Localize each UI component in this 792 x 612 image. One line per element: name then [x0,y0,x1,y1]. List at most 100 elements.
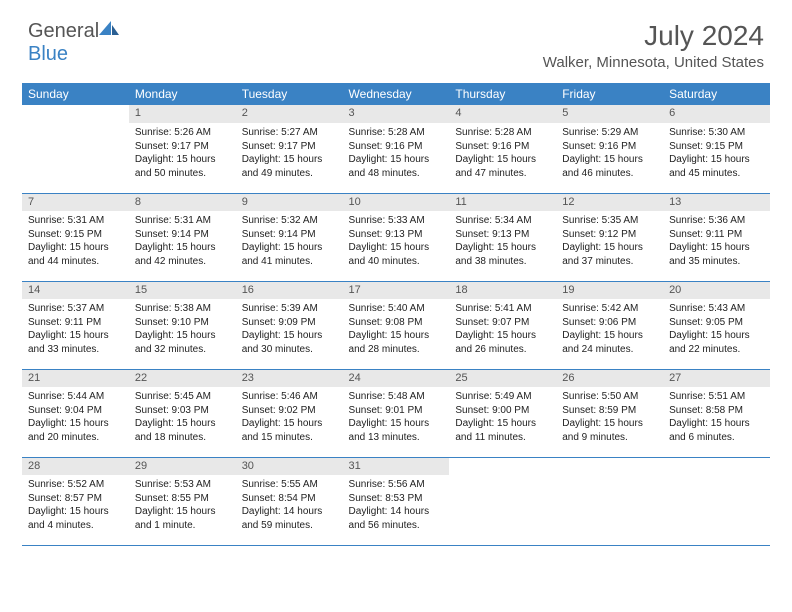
day-sr: Sunrise: 5:33 AM [349,214,444,228]
day-d1: Daylight: 15 hours [28,417,123,431]
day-content-cell: Sunrise: 5:48 AMSunset: 9:01 PMDaylight:… [343,387,450,457]
day-content-cell: Sunrise: 5:30 AMSunset: 9:15 PMDaylight:… [663,123,770,193]
day-ss: Sunset: 9:01 PM [349,404,444,418]
day-number-cell: 1 [129,105,236,123]
day-content-cell: Sunrise: 5:31 AMSunset: 9:14 PMDaylight:… [129,211,236,281]
day-sr: Sunrise: 5:32 AM [242,214,337,228]
day-number-cell: 24 [343,369,450,387]
day-sr: Sunrise: 5:34 AM [455,214,550,228]
day-content-cell: Sunrise: 5:27 AMSunset: 9:17 PMDaylight:… [236,123,343,193]
day-ss: Sunset: 9:16 PM [349,140,444,154]
day-number-cell: 2 [236,105,343,123]
day-d2: and 9 minutes. [562,431,657,445]
day-content-cell: Sunrise: 5:36 AMSunset: 9:11 PMDaylight:… [663,211,770,281]
day-number-cell: 29 [129,457,236,475]
day-number-cell: 8 [129,193,236,211]
day-ss: Sunset: 8:53 PM [349,492,444,506]
day-d2: and 42 minutes. [135,255,230,269]
day-ss: Sunset: 8:58 PM [669,404,764,418]
day-d1: Daylight: 15 hours [28,241,123,255]
day-d1: Daylight: 14 hours [349,505,444,519]
day-d1: Daylight: 15 hours [242,417,337,431]
day-d2: and 41 minutes. [242,255,337,269]
day-d2: and 32 minutes. [135,343,230,357]
day-content-cell: Sunrise: 5:26 AMSunset: 9:17 PMDaylight:… [129,123,236,193]
day-sr: Sunrise: 5:37 AM [28,302,123,316]
day-d1: Daylight: 15 hours [135,505,230,519]
day-d1: Daylight: 15 hours [669,153,764,167]
day-ss: Sunset: 9:13 PM [349,228,444,242]
day-content-cell: Sunrise: 5:40 AMSunset: 9:08 PMDaylight:… [343,299,450,369]
day-d2: and 45 minutes. [669,167,764,181]
day-sr: Sunrise: 5:44 AM [28,390,123,404]
title-block: July 2024 Walker, Minnesota, United Stat… [543,20,764,71]
logo-part2: Blue [28,43,68,65]
day-content-cell: Sunrise: 5:28 AMSunset: 9:16 PMDaylight:… [449,123,556,193]
logo-part1: General [28,20,99,42]
day-sr: Sunrise: 5:26 AM [135,126,230,140]
day-number-cell: 5 [556,105,663,123]
day-number-cell: 4 [449,105,556,123]
day-number-cell: 10 [343,193,450,211]
day-content-cell: Sunrise: 5:42 AMSunset: 9:06 PMDaylight:… [556,299,663,369]
day-ss: Sunset: 8:55 PM [135,492,230,506]
day-d1: Daylight: 14 hours [242,505,337,519]
dow-monday: Monday [129,83,236,105]
day-d1: Daylight: 15 hours [562,153,657,167]
day-number-cell: 17 [343,281,450,299]
day-d2: and 26 minutes. [455,343,550,357]
day-sr: Sunrise: 5:38 AM [135,302,230,316]
day-number-cell: 11 [449,193,556,211]
day-d2: and 59 minutes. [242,519,337,533]
day-ss: Sunset: 9:13 PM [455,228,550,242]
day-d1: Daylight: 15 hours [242,329,337,343]
day-number-cell: 30 [236,457,343,475]
day-content-cell [663,475,770,545]
day-content-cell: Sunrise: 5:29 AMSunset: 9:16 PMDaylight:… [556,123,663,193]
logo-sail-icon [99,20,121,43]
day-d2: and 35 minutes. [669,255,764,269]
day-d1: Daylight: 15 hours [135,329,230,343]
day-number-cell: 31 [343,457,450,475]
day-sr: Sunrise: 5:28 AM [349,126,444,140]
day-content-cell: Sunrise: 5:33 AMSunset: 9:13 PMDaylight:… [343,211,450,281]
day-d1: Daylight: 15 hours [455,241,550,255]
day-ss: Sunset: 9:08 PM [349,316,444,330]
dow-thursday: Thursday [449,83,556,105]
day-number-cell: 20 [663,281,770,299]
logo: GeneralBlue [28,20,121,66]
day-d1: Daylight: 15 hours [135,417,230,431]
day-number-cell [556,457,663,475]
day-number-cell: 19 [556,281,663,299]
day-sr: Sunrise: 5:51 AM [669,390,764,404]
day-d1: Daylight: 15 hours [135,153,230,167]
dow-friday: Friday [556,83,663,105]
day-number-cell: 6 [663,105,770,123]
location: Walker, Minnesota, United States [543,54,764,71]
content-row: Sunrise: 5:37 AMSunset: 9:11 PMDaylight:… [22,299,770,369]
day-sr: Sunrise: 5:52 AM [28,478,123,492]
day-number-cell: 7 [22,193,129,211]
day-number-cell: 15 [129,281,236,299]
day-d1: Daylight: 15 hours [669,329,764,343]
day-d2: and 15 minutes. [242,431,337,445]
day-d1: Daylight: 15 hours [349,417,444,431]
day-d2: and 22 minutes. [669,343,764,357]
day-content-cell: Sunrise: 5:31 AMSunset: 9:15 PMDaylight:… [22,211,129,281]
day-ss: Sunset: 8:54 PM [242,492,337,506]
day-content-cell: Sunrise: 5:49 AMSunset: 9:00 PMDaylight:… [449,387,556,457]
dow-tuesday: Tuesday [236,83,343,105]
day-sr: Sunrise: 5:27 AM [242,126,337,140]
day-d2: and 37 minutes. [562,255,657,269]
daynum-row: 78910111213 [22,193,770,211]
day-d1: Daylight: 15 hours [455,329,550,343]
day-d2: and 4 minutes. [28,519,123,533]
day-d1: Daylight: 15 hours [562,417,657,431]
day-content-cell: Sunrise: 5:38 AMSunset: 9:10 PMDaylight:… [129,299,236,369]
day-sr: Sunrise: 5:31 AM [28,214,123,228]
day-d2: and 56 minutes. [349,519,444,533]
day-d2: and 6 minutes. [669,431,764,445]
day-d2: and 47 minutes. [455,167,550,181]
day-d1: Daylight: 15 hours [28,329,123,343]
day-sr: Sunrise: 5:28 AM [455,126,550,140]
